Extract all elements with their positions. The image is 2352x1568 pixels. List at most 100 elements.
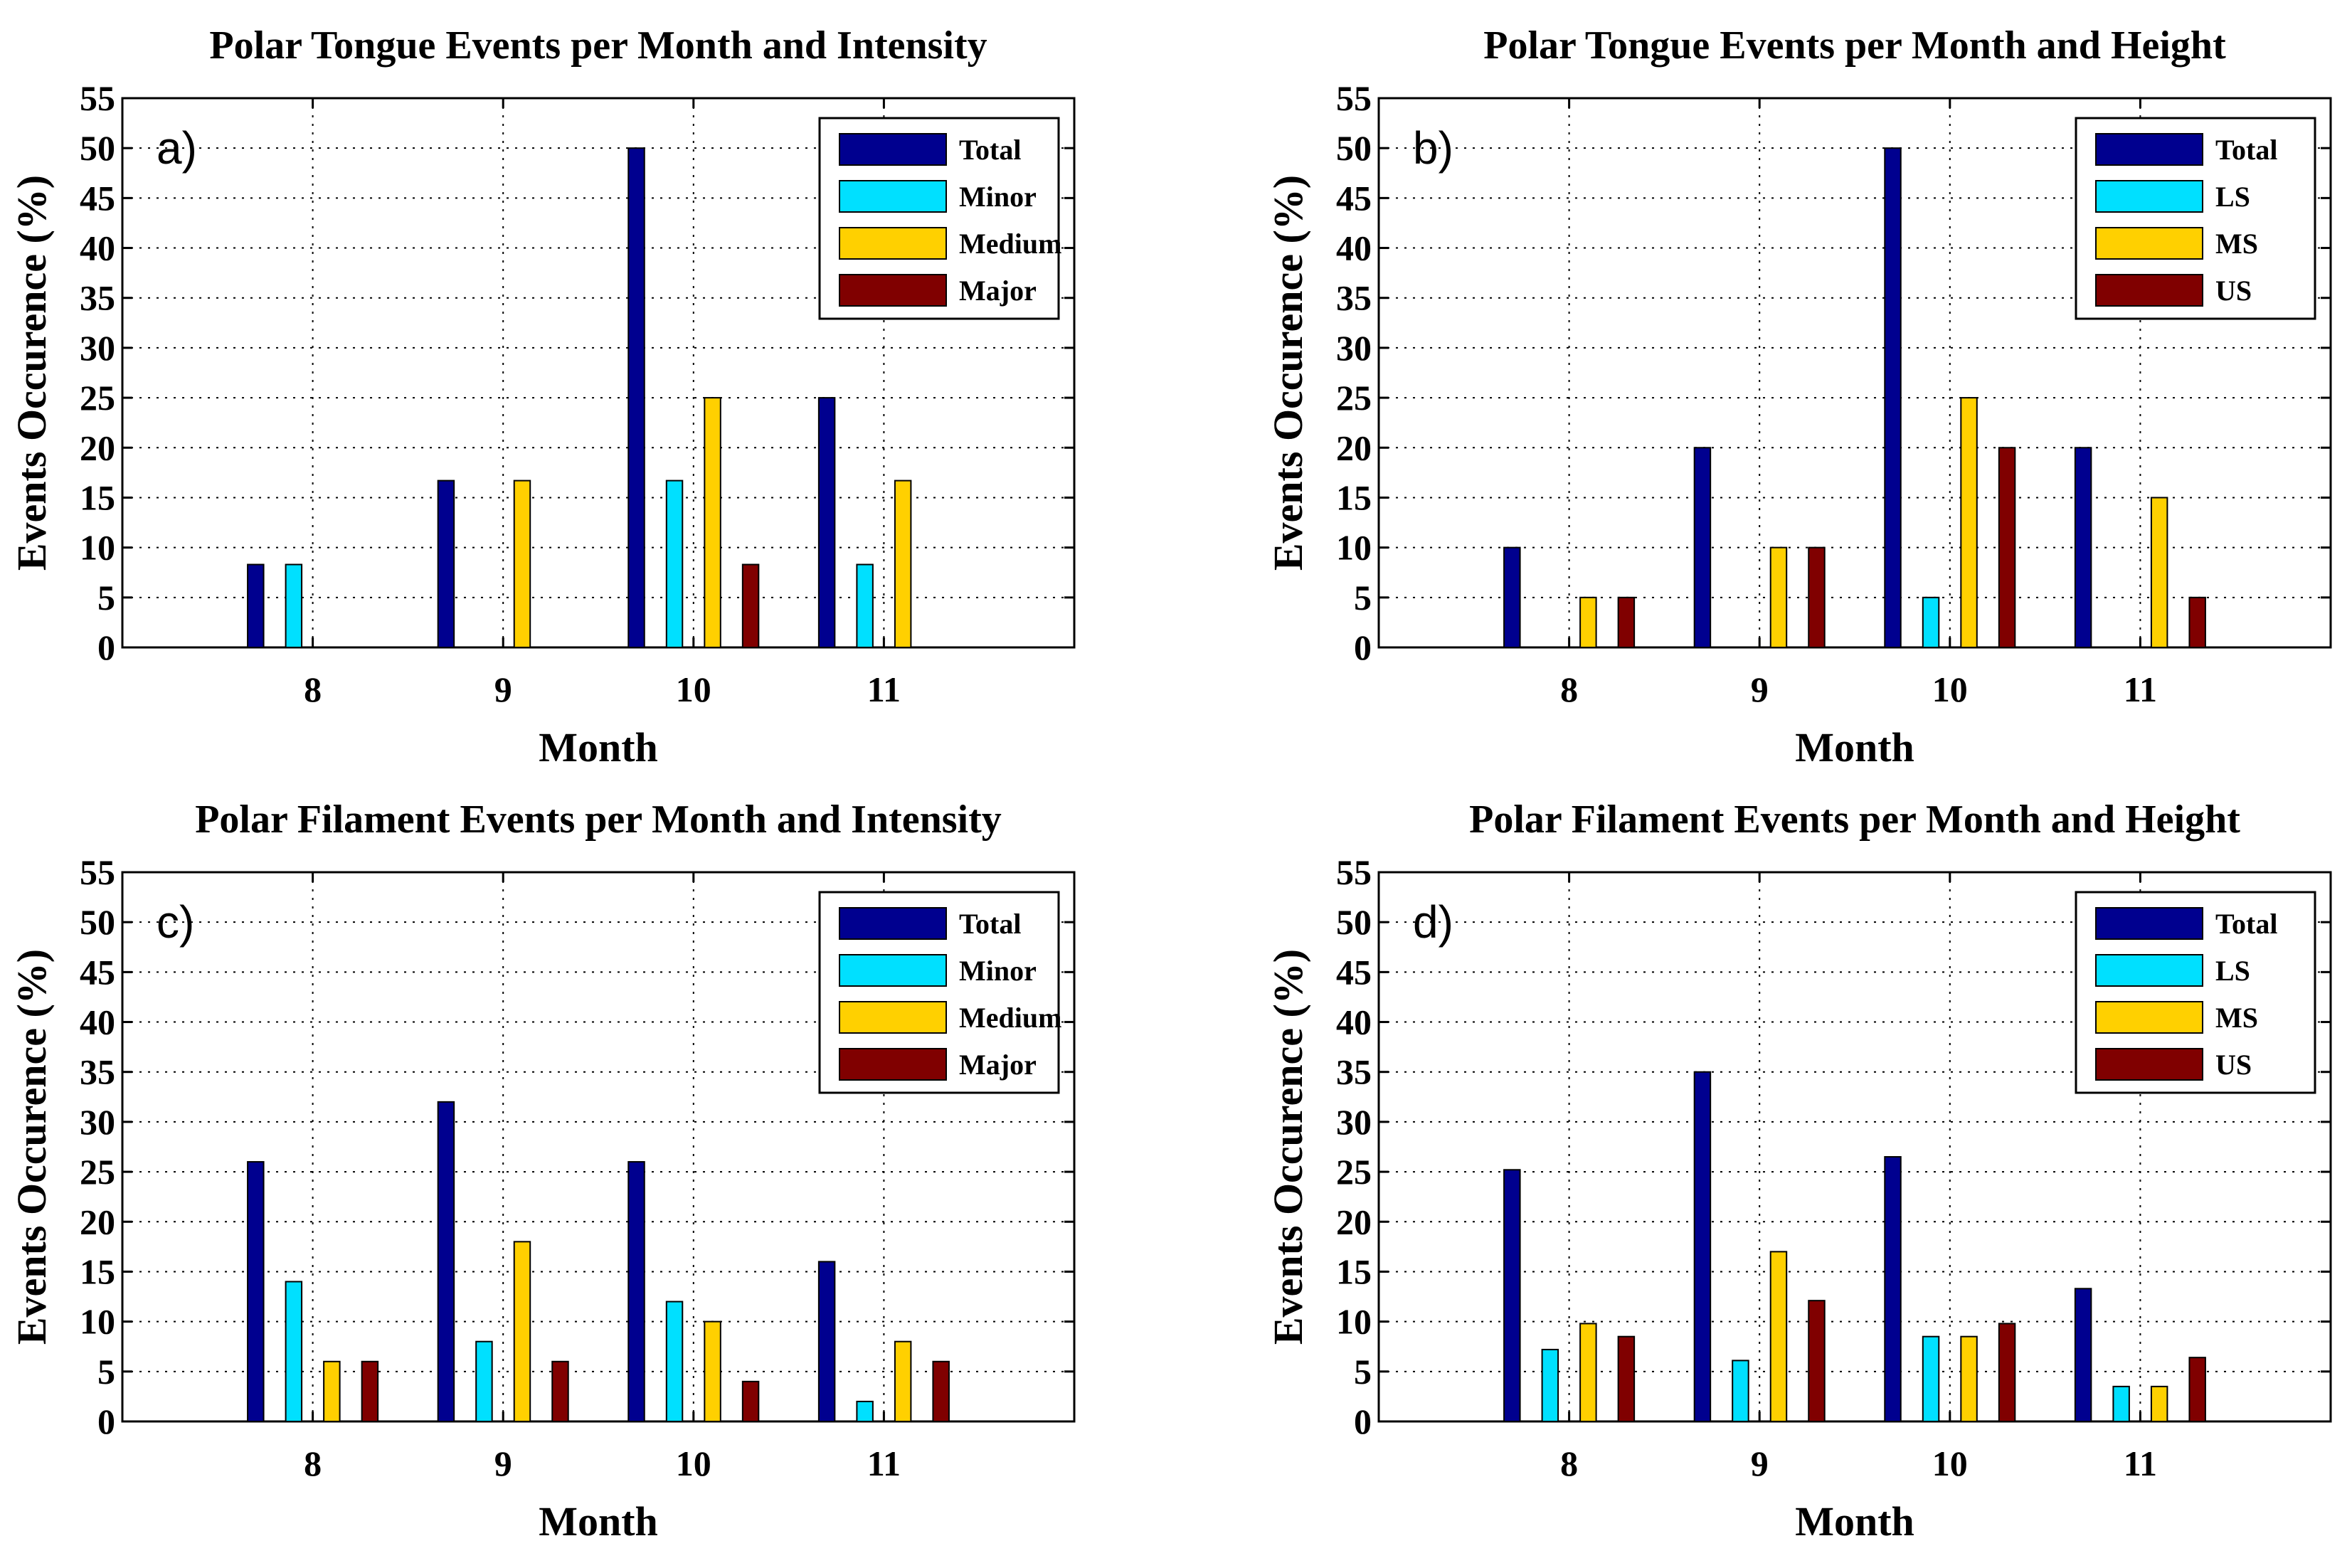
bar-us-month-8: [1617, 596, 1636, 648]
y-tick-label: 30: [1336, 328, 1372, 368]
bar-ms-month-11: [2150, 497, 2168, 648]
y-tick-label: 0: [97, 1402, 115, 1441]
bar-total-month-9: [437, 1101, 455, 1422]
y-tick-label: 5: [1354, 578, 1372, 618]
legend-label: Total: [959, 908, 1021, 940]
y-tick-label: 25: [1336, 1152, 1372, 1192]
bar-major-month-11: [932, 1360, 950, 1423]
legend-swatch: [2095, 227, 2203, 260]
legend-label: Total: [959, 134, 1021, 166]
y-tick-label: 55: [1336, 78, 1372, 118]
bar-ms-month-11: [2150, 1385, 2168, 1422]
legend-swatch: [839, 1048, 947, 1081]
bar-ms-month-10: [1960, 1335, 1978, 1423]
legend-swatch: [2095, 1001, 2203, 1034]
legend-label: MS: [2215, 1002, 2258, 1034]
y-tick-label: 45: [1336, 178, 1372, 218]
bar-total-month-10: [627, 1161, 645, 1423]
bar-total-month-8: [1503, 1169, 1521, 1423]
y-tick-label: 15: [1336, 1251, 1372, 1291]
y-tick-label: 25: [80, 378, 115, 418]
legend-swatch: [839, 227, 947, 260]
legend-label: US: [2215, 1049, 2252, 1081]
legend-label: Minor: [959, 955, 1037, 987]
x-tick-label: 8: [304, 1443, 322, 1483]
panel-tag: b): [1413, 122, 1453, 174]
bar-total-month-9: [1693, 447, 1712, 648]
y-tick-label: 35: [80, 1052, 115, 1092]
chart-title: Polar Tongue Events per Month and Intens…: [209, 23, 987, 68]
x-axis-label: Month: [539, 1498, 658, 1545]
y-tick-label: 55: [1336, 852, 1372, 892]
bar-total-month-11: [2074, 447, 2092, 648]
bar-medium-month-10: [704, 397, 721, 648]
y-tick-label: 50: [1336, 902, 1372, 942]
legend-label: LS: [2215, 955, 2250, 987]
y-tick-label: 25: [80, 1152, 115, 1192]
legend-swatch: [839, 1001, 947, 1034]
y-tick-label: 10: [80, 528, 115, 568]
legend-label: Medium: [959, 1002, 1061, 1034]
y-tick-label: 40: [1336, 1002, 1372, 1042]
x-tick-label: 10: [676, 669, 711, 709]
x-tick-label: 10: [1932, 669, 1968, 709]
bar-total-month-9: [1693, 1071, 1712, 1423]
bar-major-month-10: [741, 1380, 760, 1422]
y-tick-label: 30: [80, 328, 115, 368]
bar-medium-month-11: [894, 1340, 912, 1423]
y-tick-label: 35: [1336, 278, 1372, 318]
bar-total-month-11: [817, 1261, 836, 1423]
bar-minor-month-10: [665, 1301, 684, 1422]
y-tick-label: 15: [80, 477, 115, 517]
bar-ms-month-8: [1579, 596, 1597, 648]
chart-panel: 0 5 10 15 20 25 30 35 40 45 50 55 8 9 10 11 c) Total Minor…: [9, 798, 1076, 1545]
legend: Total LS MS US: [2075, 117, 2316, 320]
x-tick-label: 11: [867, 1443, 901, 1483]
bar-ls-month-8: [1541, 1348, 1559, 1423]
x-axis-label: Month: [1795, 1498, 1914, 1545]
y-tick-label: 50: [1336, 128, 1372, 168]
y-axis-label: Events Occurence (%): [1265, 175, 1311, 571]
y-tick-label: 55: [80, 852, 115, 892]
bar-total-month-10: [627, 147, 645, 648]
bar-us-month-8: [1617, 1335, 1636, 1423]
y-tick-label: 35: [1336, 1052, 1372, 1092]
legend-label: MS: [2215, 228, 2258, 260]
bar-total-month-9: [437, 480, 455, 648]
y-tick-label: 15: [1336, 477, 1372, 517]
chart-panel: 0 5 10 15 20 25 30 35 40 45 50 55 8 9 10 11 d) Total LS MS U…: [1265, 798, 2332, 1545]
bar-minor-month-10: [665, 480, 684, 648]
bar-ls-month-10: [1922, 596, 1940, 648]
legend-swatch: [839, 954, 947, 987]
legend-swatch: [2095, 907, 2203, 940]
y-axis-label: Events Occurence (%): [9, 949, 55, 1345]
y-tick-label: 30: [80, 1102, 115, 1142]
legend-swatch: [2095, 133, 2203, 166]
bar-major-month-8: [361, 1360, 379, 1423]
legend-swatch: [2095, 274, 2203, 307]
chart-title: Polar Filament Events per Month and Inte…: [195, 798, 1002, 842]
y-tick-label: 50: [80, 128, 115, 168]
y-tick-label: 30: [1336, 1102, 1372, 1142]
bar-medium-month-9: [513, 1241, 531, 1422]
y-tick-label: 0: [97, 627, 115, 667]
bar-minor-month-8: [285, 563, 303, 648]
legend-swatch: [839, 133, 947, 166]
legend-swatch: [839, 180, 947, 213]
y-tick-label: 55: [80, 78, 115, 118]
bar-minor-month-8: [285, 1281, 303, 1423]
bar-us-month-11: [2188, 596, 2206, 648]
bar-total-month-10: [1884, 1156, 1902, 1422]
x-tick-label: 10: [1932, 1443, 1968, 1483]
panel-tag: c): [157, 896, 194, 948]
y-tick-label: 35: [80, 278, 115, 318]
bar-total-month-8: [247, 563, 265, 648]
chart-title: Polar Filament Events per Month and Heig…: [1469, 798, 2240, 842]
bar-medium-month-11: [894, 480, 912, 648]
bar-major-month-10: [741, 563, 760, 648]
bar-ls-month-10: [1922, 1335, 1940, 1423]
y-tick-label: 25: [1336, 378, 1372, 418]
bar-minor-month-11: [856, 563, 874, 648]
y-tick-label: 5: [97, 1352, 115, 1392]
y-axis-label: Events Occurence (%): [1265, 949, 1311, 1345]
